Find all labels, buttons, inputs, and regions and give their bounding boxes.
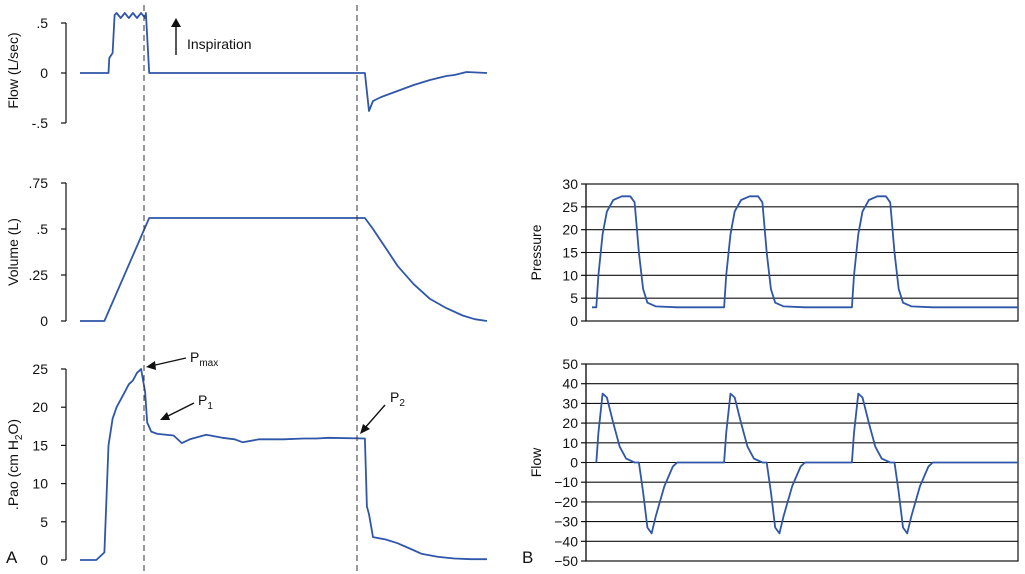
pao_a-ytick-label-3: 10 [32,476,48,492]
pressure_b-ytick-label-1: 25 [562,199,578,215]
inspiration-label: Inspiration [187,36,252,52]
flow_a-ytick-label-2: -.5 [32,115,49,131]
pao-chart-a: 25 20 15 10 5 0 .Pao (cm H2O) [5,361,487,568]
flow_b-ytick-label-2: 30 [562,395,578,411]
volume_a-ytick-label-1: .5 [36,221,48,237]
flow_b-ytick-label-5: 0 [570,455,578,471]
pao_a-ytick-label-4: 5 [40,514,48,530]
pressure_b-ytick-label-0: 30 [562,176,578,192]
flow_b-ytick-label-0: 50 [562,356,578,372]
volume_a-ylabel: Volume (L) [5,218,21,286]
flow_b-ytick-label-3: 20 [562,415,578,431]
panel-label-a: A [6,548,18,567]
pressure_b-ytick-label-6: 0 [570,313,578,329]
pao_a-ylabel: .Pao (cm H2O) [5,419,25,510]
inspiration-arrow-head [171,18,181,27]
pmax-annotation: Pmax [146,349,218,370]
pao_a-ytick-label-2: 15 [32,437,48,453]
p1-arrow-head [160,412,170,420]
volume_a-ytick-label-2: .25 [29,267,49,283]
flow_a-ylabel: Flow (L/sec) [5,32,21,108]
pao_a-ytick-label-1: 20 [32,399,48,415]
p1-label: P1 [198,392,213,412]
pmax-arrow [150,357,187,367]
volume-chart-a: .75 .5 .25 0 Volume (L) [5,175,488,329]
pmax-label: Pmax [190,349,218,369]
flow_b-ytick-label-9: −40 [554,533,578,549]
flow_b-ytick-label-4: 10 [562,435,578,451]
pressure_b-series-line-0 [592,195,1018,309]
panel-label-b: B [522,548,533,567]
flow_b-ytick-label-8: −30 [554,514,578,530]
pressure_b-ylabel: Pressure [528,224,544,280]
p2-arrow [363,404,386,430]
pao_a-ytick-label-0: 25 [32,361,48,377]
flow_b-ytick-label-1: 40 [562,376,578,392]
volume_a-series-line-0 [80,217,488,322]
pressure_b-ytick-label-2: 20 [562,222,578,238]
p2-label: P2 [390,389,405,409]
flow_b-ylabel: Flow [528,447,544,477]
pao_a-series-line-0 [80,368,487,561]
p2-annotation: P2 [360,389,405,434]
flow_b-ytick-label-6: −10 [554,474,578,490]
p2-arrow-head [360,424,370,434]
flow_b-ytick-label-10: −50 [554,553,578,569]
flow_b-series-line-0 [595,392,1018,535]
pressure_b-ytick-label-5: 5 [570,290,578,306]
pressure_b-ytick-label-3: 15 [562,245,578,261]
flow_a-series-line-0 [80,12,488,112]
flow-chart-b: 50 40 30 20 10 0 −10 −20 −30 −40 −50 Flow [528,356,1019,569]
pao_a-ytick-label-5: 0 [40,552,48,568]
flow_a-ytick-label-1: 0 [40,65,48,81]
pressure-chart-b: 30 25 20 15 10 5 0 Pressure [528,176,1019,329]
volume_a-ytick-label-0: .75 [29,175,49,191]
pmax-arrow-head [146,361,156,370]
inspiration-annotation: Inspiration [171,18,252,55]
pressure_b-ytick-label-4: 10 [562,267,578,283]
flow_b-ytick-label-7: −20 [554,494,578,510]
flow-chart-a: .5 0 -.5 Flow (L/sec) [5,12,488,131]
flow_a-ytick-label-0: .5 [36,15,48,31]
p1-arrow [165,402,195,418]
p1-annotation: P1 [160,392,213,420]
volume_a-ytick-label-3: 0 [40,313,48,329]
